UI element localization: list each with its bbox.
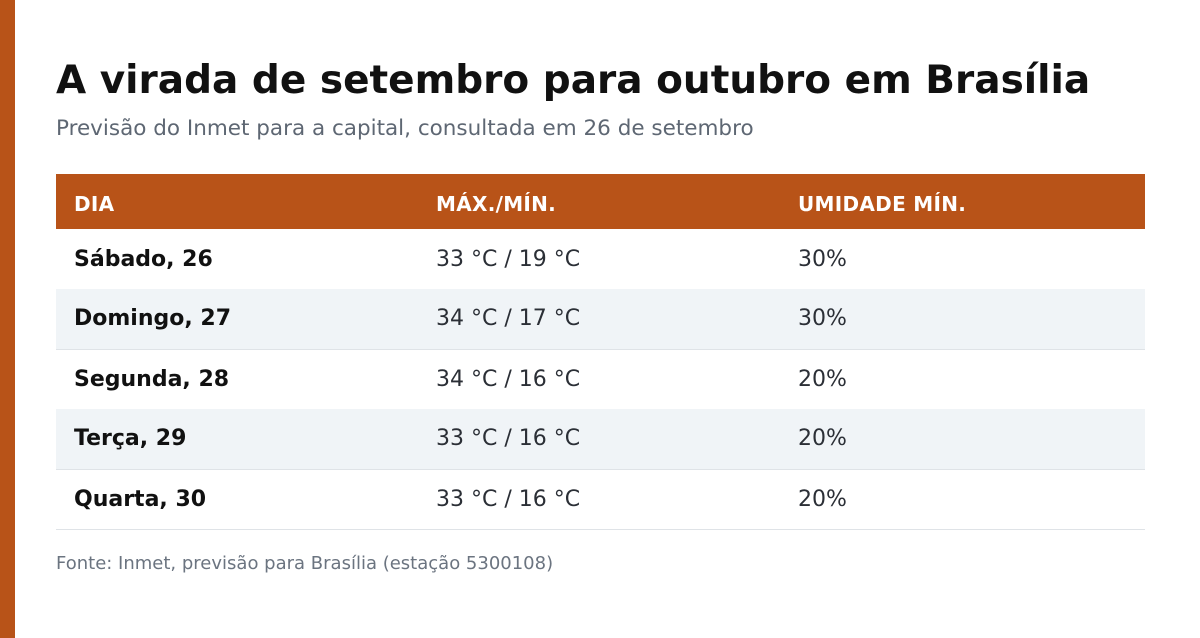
accent-bar [0, 0, 15, 638]
row-day: Terça, 29 [56, 409, 418, 470]
row-temperature: 34 °C / 17 °C [418, 289, 780, 350]
table-row: Quarta, 30 33 °C / 16 °C 20% [56, 469, 1145, 530]
row-temperature: 34 °C / 16 °C [436, 366, 581, 392]
table-row: Terça, 29 33 °C / 16 °C 20% [56, 409, 1145, 470]
source-note: Fonte: Inmet, previsão para Brasília (es… [56, 553, 554, 574]
row-day: Sábado, 26 [74, 246, 213, 272]
table-row: Domingo, 27 34 °C / 17 °C 30% [56, 289, 1145, 350]
table-row: Segunda, 28 34 °C / 16 °C 20% [56, 349, 1145, 409]
row-humidity: 30% [798, 246, 847, 272]
row-temperature: 33 °C / 16 °C [418, 469, 780, 530]
row-temperature: 33 °C / 16 °C [418, 409, 780, 470]
header-day: DIA [74, 191, 115, 216]
row-day: Segunda, 28 [74, 366, 230, 392]
row-humidity: 20% [780, 409, 1145, 470]
row-humidity: 20% [780, 469, 1145, 530]
header-temperature: MÁX./MÍN. [436, 191, 557, 216]
page-title: A virada de setembro para outubro em Bra… [56, 58, 1091, 103]
table-header-row: DIA MÁX./MÍN. UMIDADE MÍN. [56, 174, 1145, 229]
row-humidity: 20% [798, 366, 847, 392]
row-day: Domingo, 27 [56, 289, 418, 350]
page-subtitle: Previsão do Inmet para a capital, consul… [56, 116, 754, 141]
row-temperature: 33 °C / 19 °C [436, 246, 581, 272]
row-humidity: 30% [780, 289, 1145, 350]
table-row: Sábado, 26 33 °C / 19 °C 30% [56, 229, 1145, 289]
header-humidity: UMIDADE MÍN. [798, 191, 967, 216]
row-day: Quarta, 30 [56, 469, 418, 530]
forecast-table: DIA MÁX./MÍN. UMIDADE MÍN. Sábado, 26 33… [56, 174, 1145, 530]
